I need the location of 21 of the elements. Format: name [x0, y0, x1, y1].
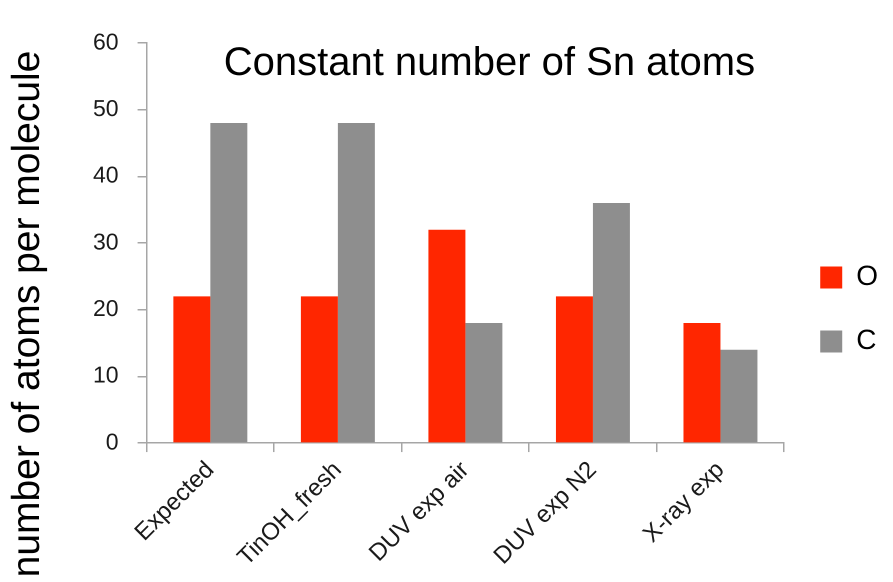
- y-tick-label: 40: [92, 162, 119, 188]
- bar: [428, 230, 466, 442]
- y-tick-label: 10: [92, 362, 119, 388]
- bar: [556, 296, 593, 442]
- bar: [683, 323, 720, 442]
- legend-label: O: [856, 260, 878, 292]
- y-tick-label: 60: [92, 28, 119, 54]
- bar: [300, 296, 338, 442]
- y-tick-label: 0: [106, 428, 119, 454]
- bar: [465, 323, 502, 442]
- bar: [173, 296, 210, 442]
- bar: [592, 203, 630, 442]
- y-tick-label: 30: [92, 228, 119, 254]
- y-tick-label: 50: [92, 95, 119, 122]
- legend-label: C: [856, 324, 876, 356]
- y-tick-label: 20: [92, 295, 119, 322]
- y-axis-title: number of atoms per molecule: [4, 50, 48, 578]
- bar: [210, 123, 248, 442]
- bar: [720, 350, 758, 442]
- bar: [338, 123, 375, 442]
- chart-title: Constant number of Sn atoms: [224, 40, 756, 84]
